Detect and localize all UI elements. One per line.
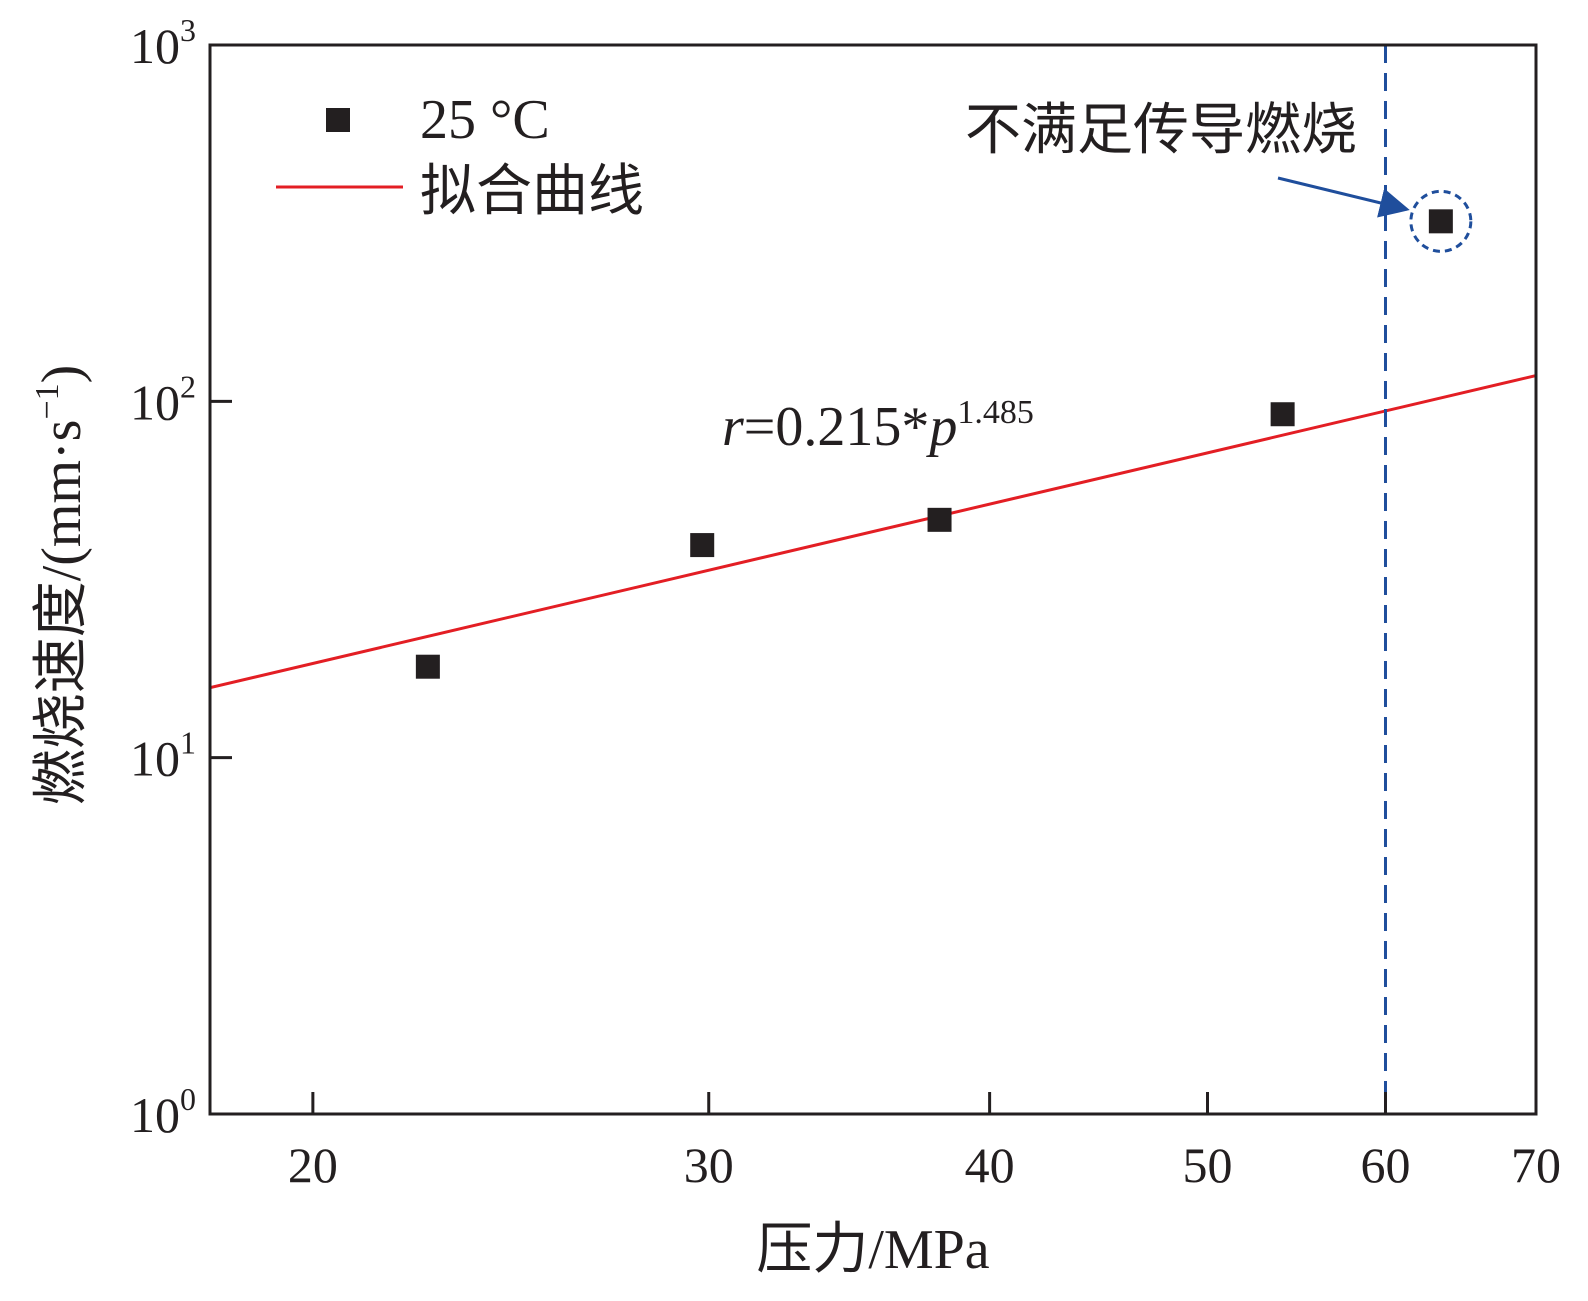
data-point-4 — [1270, 402, 1295, 427]
annotation-arrow — [1277, 176, 1410, 218]
data-points-layer — [415, 209, 1453, 679]
plot-frame — [208, 43, 1538, 1116]
x-axis-title: 压力/MPa — [756, 1219, 989, 1281]
y-tick-exponent: 1 — [180, 725, 196, 761]
y-tick-label-10: 101 — [130, 725, 196, 787]
equation-p: p — [925, 396, 957, 458]
equation-body: =0.215* — [744, 396, 930, 458]
legend-label-fit: 拟合曲线 — [420, 161, 644, 223]
y-tick-base: 10 — [130, 731, 180, 787]
fit-curve-line — [210, 374, 1537, 690]
x-tick-label-20: 20 — [288, 1137, 338, 1193]
y-tick-exponent: 3 — [180, 12, 196, 48]
annotation-text: 不满足传导燃烧 — [965, 100, 1357, 162]
x-tick-label-40: 40 — [965, 1137, 1015, 1193]
y-tick-label-100: 102 — [130, 368, 196, 430]
annotation-layer: 不满足传导燃烧 r=0.215*p1.485 — [722, 100, 1473, 458]
y-axis-title-end: ) — [31, 365, 93, 384]
x-tick-label-60: 60 — [1360, 1137, 1410, 1193]
fit-curve-layer — [210, 374, 1537, 690]
legend-label-25c: 25 °C — [420, 89, 550, 151]
annotation-circle — [1409, 189, 1473, 253]
x-tick-label-70: 70 — [1511, 1137, 1561, 1193]
data-point-3 — [927, 507, 952, 532]
data-point-5 — [1428, 209, 1453, 234]
y-axis-title-main: 燃烧速度/(mm·s — [31, 420, 93, 806]
y-tick-label-1000: 103 — [130, 12, 196, 74]
y-axis-title-sup: −1 — [29, 383, 66, 419]
y-tick-exponent: 2 — [180, 368, 196, 404]
axis-labels-layer: 压力/MPa 燃烧速度/(mm·s−1) — [29, 365, 990, 1281]
x-tick-label-30: 30 — [684, 1137, 734, 1193]
equation-r: r — [722, 396, 744, 458]
y-tick-label-1: 100 — [130, 1081, 196, 1143]
legend: 25 °C 拟合曲线 — [276, 89, 644, 223]
fit-equation: r=0.215*p1.485 — [722, 394, 1034, 458]
y-axis-title: 燃烧速度/(mm·s−1) — [29, 365, 93, 806]
data-point-1 — [415, 654, 440, 679]
x-tick-label-50: 50 — [1182, 1137, 1232, 1193]
legend-marker-square — [326, 108, 350, 132]
data-point-2 — [690, 533, 715, 558]
y-tick-exponent: 0 — [180, 1081, 196, 1117]
equation-exponent: 1.485 — [957, 394, 1034, 431]
y-tick-base: 10 — [130, 18, 180, 74]
y-tick-base: 10 — [130, 374, 180, 430]
y-tick-base: 10 — [130, 1087, 180, 1143]
